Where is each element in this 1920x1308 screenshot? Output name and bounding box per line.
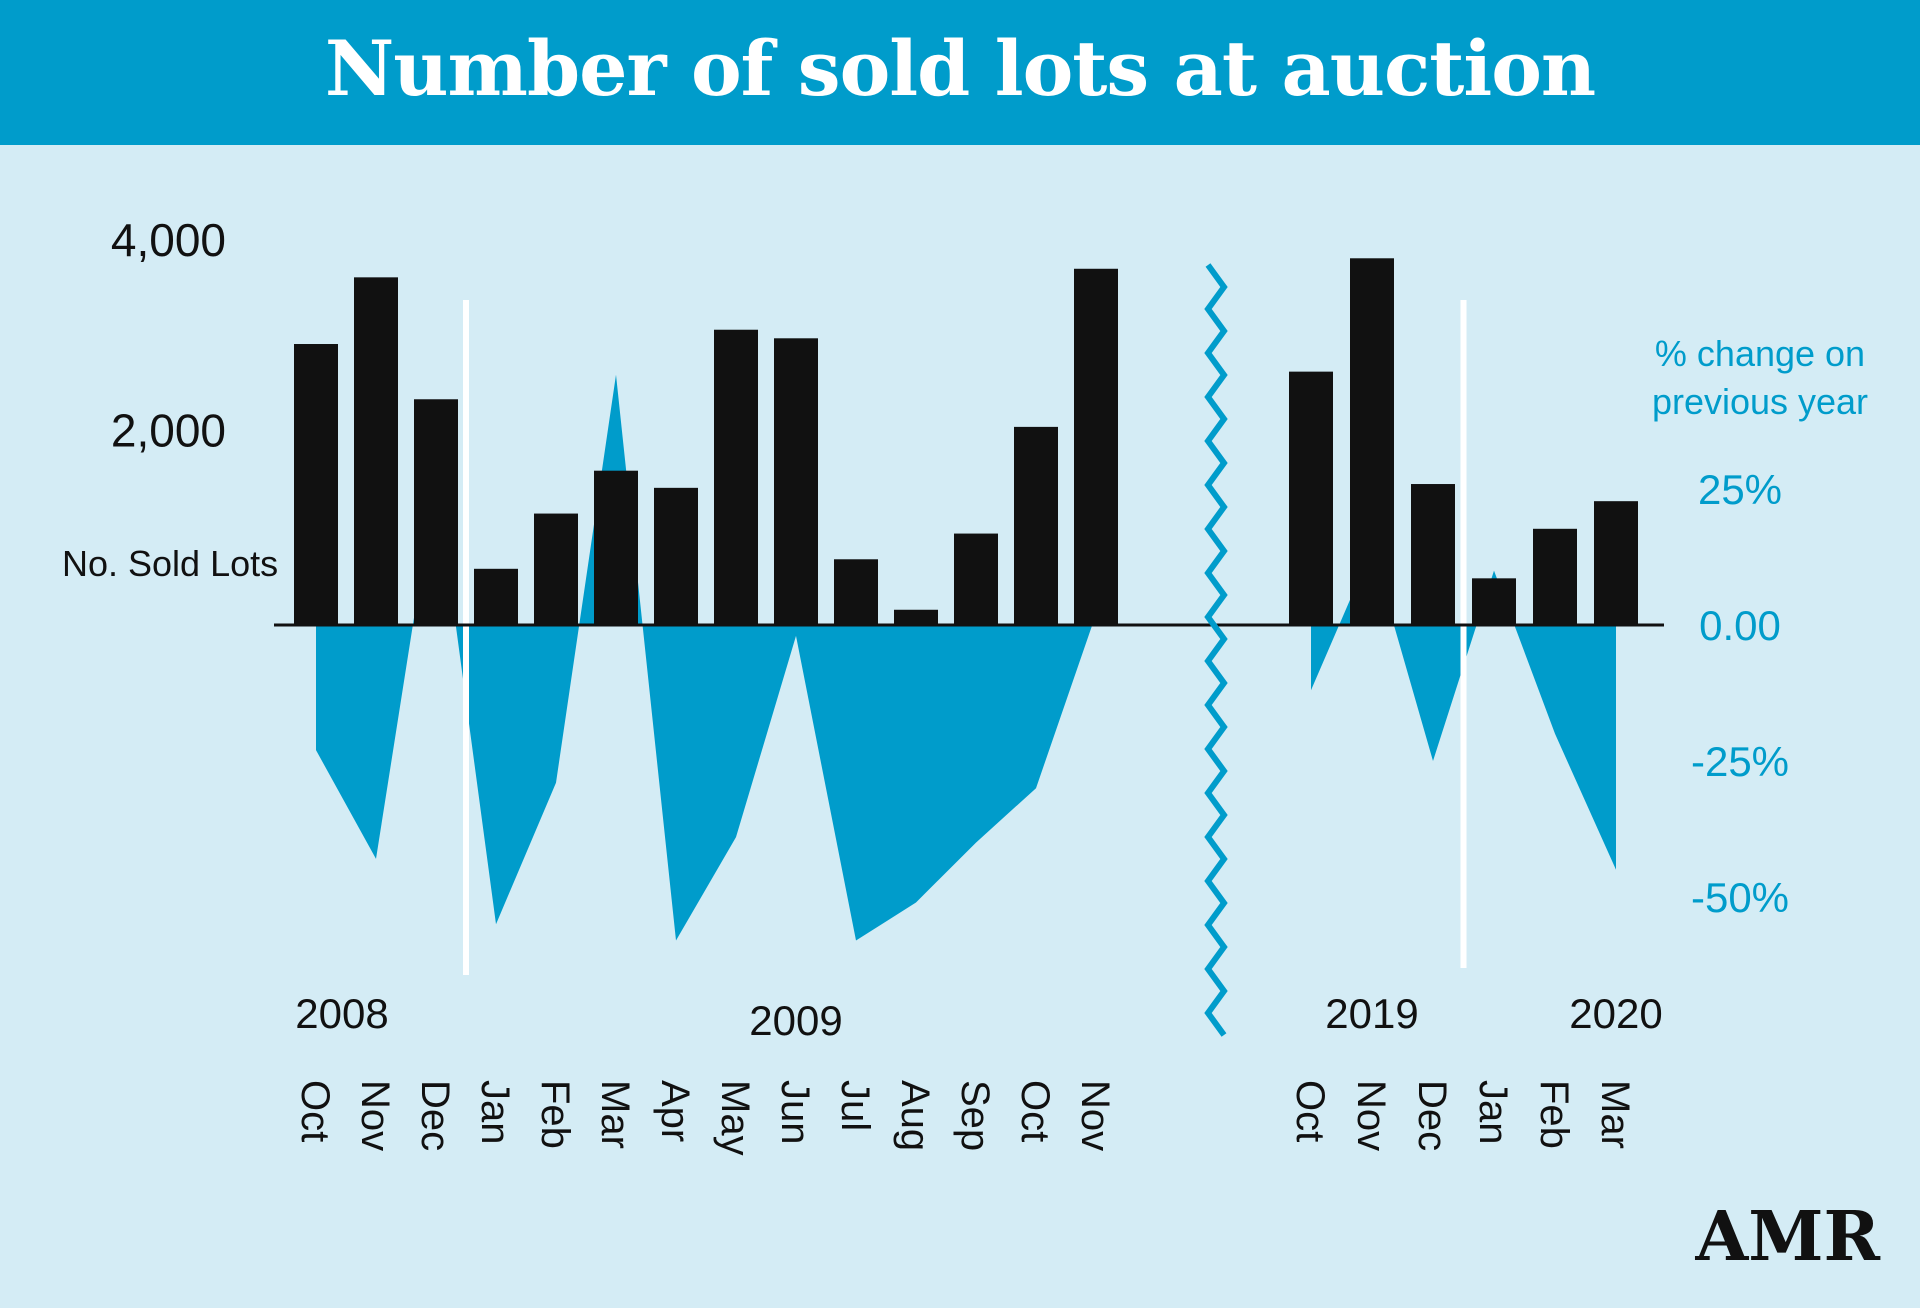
pct-change-area-segment-1 (316, 374, 1096, 941)
bar-feb-1-4 (534, 513, 578, 625)
year-label-2009: 2009 (749, 997, 842, 1044)
year-label-2019: 2019 (1325, 990, 1418, 1037)
left-axis-label: No. Sold Lots (62, 543, 278, 584)
header-band: Number of sold lots at auction (0, 0, 1920, 145)
bar-sep-1-11 (954, 533, 998, 625)
chart-title: Number of sold lots at auction (324, 24, 1596, 113)
bar-jan-1-3 (474, 568, 518, 625)
month-label-mar: Mar (593, 1080, 637, 1149)
bar-nov-1-13 (1074, 268, 1118, 625)
month-label-apr: Apr (653, 1080, 697, 1142)
month-label-oct: Oct (1288, 1080, 1332, 1142)
right-axis-tick--25: -25% (1691, 738, 1789, 785)
bar-jan-2-3 (1472, 578, 1516, 625)
right-axis-tick-0: 0.00 (1699, 602, 1781, 649)
month-label-mar: Mar (1593, 1080, 1637, 1149)
month-label-feb: Feb (533, 1080, 577, 1149)
month-label-oct: Oct (293, 1080, 337, 1142)
year-label-2020: 2020 (1569, 990, 1662, 1037)
right-axis-label-line2: previous year (1652, 381, 1868, 422)
bar-may-1-7 (714, 329, 758, 625)
bar-jul-1-9 (834, 559, 878, 625)
month-label-jan: Jan (1471, 1080, 1515, 1145)
bar-nov-1-1 (354, 277, 398, 625)
left-axis-tick-2000: 2,000 (111, 405, 226, 457)
month-label-dec: Dec (413, 1080, 457, 1151)
month-label-may: May (713, 1080, 757, 1156)
left-axis-tick-4000: 4,000 (111, 214, 226, 266)
month-label-jun: Jun (773, 1080, 817, 1145)
bar-dec-2-2 (1411, 484, 1455, 625)
bar-aug-1-10 (894, 609, 938, 625)
month-label-sep: Sep (953, 1080, 997, 1151)
amr-logo: AMR (1694, 1197, 1880, 1277)
month-label-nov: Nov (353, 1080, 397, 1151)
bar-oct-1-12 (1014, 426, 1058, 625)
month-label-jul: Jul (833, 1080, 877, 1131)
bar-oct-2-0 (1289, 371, 1333, 625)
bar-dec-1-2 (414, 399, 458, 625)
year-label-2008: 2008 (295, 990, 388, 1037)
right-axis-tick--50: -50% (1691, 874, 1789, 921)
right-axis-tick-25: 25% (1698, 466, 1782, 513)
bar-mar-2-5 (1594, 501, 1638, 625)
bar-feb-2-4 (1533, 528, 1577, 625)
bar-oct-1-0 (294, 344, 338, 625)
bar-apr-1-6 (654, 487, 698, 625)
bar-nov-2-1 (1350, 258, 1394, 625)
bar-mar-1-5 (594, 470, 638, 625)
month-label-jan: Jan (473, 1080, 517, 1145)
month-label-feb: Feb (1532, 1080, 1576, 1149)
bar-jun-1-8 (774, 338, 818, 625)
pct-change-area-segment-2 (1311, 548, 1616, 870)
month-label-nov: Nov (1073, 1080, 1117, 1151)
axis-break-zigzag (1204, 263, 1228, 1037)
month-label-nov: Nov (1349, 1080, 1393, 1151)
month-label-dec: Dec (1410, 1080, 1454, 1151)
month-label-oct: Oct (1013, 1080, 1057, 1142)
month-label-aug: Aug (893, 1080, 937, 1151)
right-axis-label-line1: % change on (1655, 333, 1865, 374)
